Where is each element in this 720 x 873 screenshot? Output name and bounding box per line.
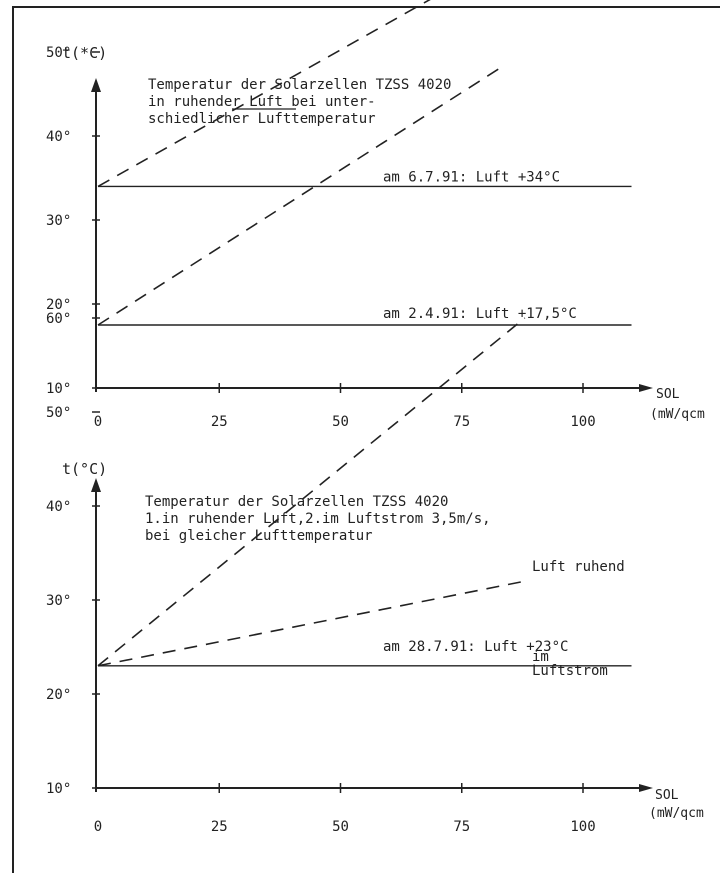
y-axis-label: t(°C) bbox=[62, 460, 107, 478]
x-tick-label: 100 bbox=[570, 819, 595, 835]
y-tick-label: 30° bbox=[46, 213, 71, 229]
x-tick-label: 75 bbox=[453, 819, 470, 835]
x-axis-label: SOL bbox=[655, 788, 679, 803]
y-tick-label: 30° bbox=[46, 593, 71, 609]
x-tick-label: 50 bbox=[332, 819, 349, 835]
line-annotation: am 6.7.91: Luft +34°C bbox=[383, 169, 560, 185]
series-label: Luft ruhend bbox=[532, 559, 625, 575]
dashed-series-line bbox=[97, 317, 526, 667]
series-label: im bbox=[532, 649, 549, 665]
chart-1: t(*C) SOL (mW/qcm Temperatur der Solarzelle… bbox=[46, 0, 705, 430]
x-tick-label: 25 bbox=[211, 414, 228, 430]
x-tick-label: 25 bbox=[211, 819, 228, 835]
x-tick-label: 50 bbox=[332, 414, 349, 430]
x-axis-arrow bbox=[639, 384, 653, 392]
x-tick-label: 0 bbox=[94, 819, 102, 835]
x-axis-label: SOL bbox=[656, 387, 680, 402]
y-tick-label: 60° bbox=[46, 311, 71, 327]
chart-title-line: in ruhender Luft bei unter- bbox=[148, 94, 376, 110]
y-tick-label: 40° bbox=[46, 129, 71, 145]
x-tick-label: 0 bbox=[94, 414, 102, 430]
chart-title-line: Temperatur der Solarzellen TZSS 4020 bbox=[145, 494, 448, 510]
chart-title-line: 1.in ruhender Luft,2.im Luftstrom 3,5m/s… bbox=[145, 511, 491, 527]
y-tick-label: 10° bbox=[46, 781, 71, 797]
y-tick-label: 20° bbox=[46, 687, 71, 703]
line-annotation: am 2.4.91: Luft +17,5°C bbox=[383, 306, 577, 322]
dashed-series-line bbox=[97, 580, 525, 667]
dashed-series-line bbox=[97, 63, 506, 326]
y-tick-label: 40° bbox=[46, 499, 71, 515]
y-tick-label: 50° bbox=[46, 405, 71, 421]
series-label: Luftstrom bbox=[532, 663, 608, 679]
y-tick-label: 10° bbox=[46, 381, 71, 397]
y-axis-arrow bbox=[91, 478, 101, 492]
x-tick-label: 100 bbox=[570, 414, 595, 430]
y-tick-label: 50° bbox=[46, 45, 71, 61]
chart-title-line: bei gleicher Lufttemperatur bbox=[145, 528, 373, 544]
line-annotation: am 28.7.91: Luft +23°C bbox=[383, 639, 568, 655]
x-axis-arrow bbox=[639, 784, 653, 792]
y-axis-label: t(*C) bbox=[62, 44, 107, 62]
chart-title-line: Temperatur der Solarzellen TZSS 4020 bbox=[148, 77, 451, 93]
y-axis-arrow bbox=[91, 78, 101, 92]
x-tick-label: 75 bbox=[453, 414, 470, 430]
chart-2: t(°C) SOL (mW/qcm Temperatur der Solarzelle… bbox=[46, 311, 704, 835]
x-axis-unit: (mW/qcm bbox=[650, 407, 705, 422]
x-axis-unit: (mW/qcm bbox=[649, 806, 704, 821]
chart-title-line: schiedlicher Lufttemperatur bbox=[148, 111, 376, 127]
y-tick-label: 20° bbox=[46, 297, 71, 313]
dashed-series-line bbox=[97, 0, 431, 188]
